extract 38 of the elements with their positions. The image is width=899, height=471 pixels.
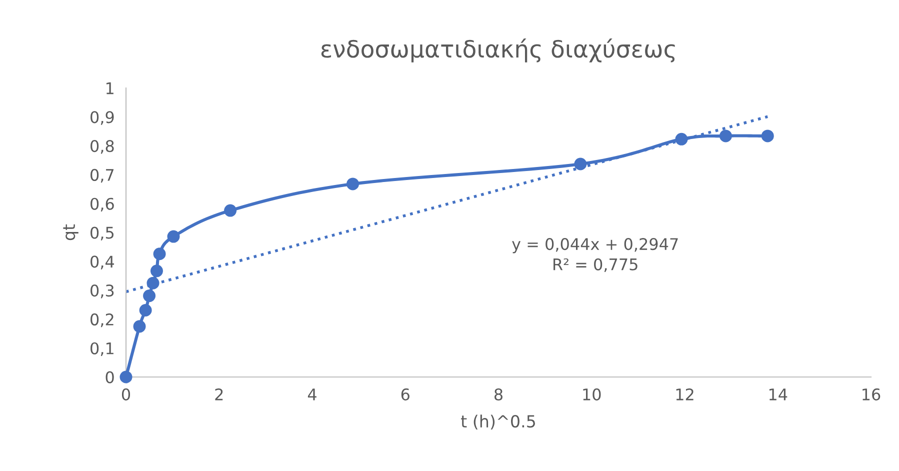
y-tick-label: 0,7	[90, 168, 114, 183]
point	[675, 132, 688, 146]
point	[133, 320, 146, 333]
point	[761, 130, 774, 142]
y-tick-label: 0,1	[90, 342, 114, 356]
annotation: y = 0,044x + 0,2947 R² = 0,775	[512, 238, 678, 272]
x-tick-label: 2	[215, 388, 223, 400]
point	[150, 264, 163, 278]
point	[139, 304, 152, 316]
y-tick-label: 0,4	[90, 256, 114, 270]
x-tick-label: 16	[862, 388, 880, 400]
x-tick-label: 12	[676, 388, 694, 400]
x-tick-label: 6	[401, 388, 410, 400]
y-tick-label: 0,3	[90, 284, 114, 298]
point	[346, 178, 360, 190]
y-tick-label: 0,5	[90, 226, 114, 240]
point	[167, 230, 180, 243]
y-tick-label: 0,9	[90, 111, 114, 125]
x-tick-label: 8	[494, 388, 502, 400]
chart-title: ενδοσωματιδιακής διαχύσεως	[321, 38, 675, 62]
x-tick-label: 10	[583, 388, 601, 400]
point	[574, 158, 587, 170]
point	[153, 248, 166, 260]
point	[224, 204, 237, 217]
x-tick-label: 0	[122, 388, 130, 400]
x-axis-title: t (h)^0.5	[461, 414, 535, 430]
x-tick-label: 4	[308, 388, 316, 400]
y-tick-label: 0,8	[90, 140, 114, 154]
point	[146, 276, 160, 290]
y-tick-label: 0,6	[90, 198, 114, 212]
point	[120, 370, 132, 384]
x-tick-label: 14	[769, 388, 788, 400]
y-tick-label: 0,2	[90, 313, 114, 328]
point	[719, 130, 732, 142]
y-tick-label: 0	[106, 371, 114, 384]
point	[143, 290, 156, 302]
y-tick-label: 1	[106, 82, 114, 94]
y-axis-title: qt	[63, 224, 78, 240]
